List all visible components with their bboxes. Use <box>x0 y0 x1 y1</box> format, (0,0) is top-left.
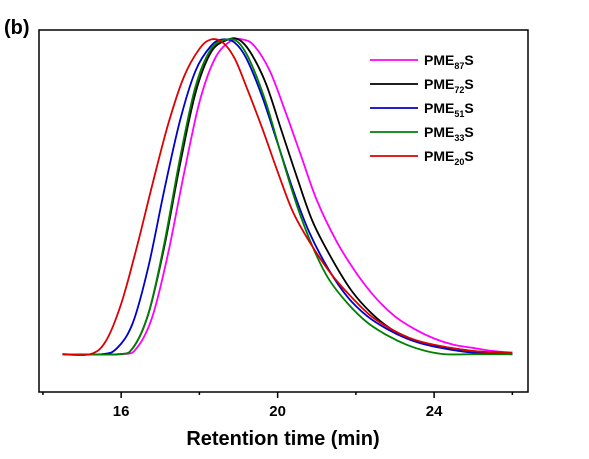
x-tick-label: 24 <box>426 403 443 420</box>
series-line-87 <box>62 37 513 356</box>
series-line-20 <box>62 38 513 357</box>
series-lines <box>62 37 513 357</box>
plot-area <box>38 29 529 393</box>
x-axis-title: Retention time (min) <box>186 428 379 450</box>
legend-label-20: PME20S <box>424 148 474 167</box>
legend-label-51: PME51S <box>424 100 474 119</box>
legend-label-33: PME33S <box>424 124 474 143</box>
legend: PME87S PME72S PME51S PME33S PME20S <box>370 52 474 167</box>
legend-label-72: PME72S <box>424 76 474 95</box>
x-tick-label: 16 <box>113 403 130 420</box>
legend-label-87: PME87S <box>424 52 474 71</box>
x-axis-ticks: 16 20 24 <box>42 392 514 420</box>
series-line-33 <box>62 38 513 356</box>
series-line-51 <box>62 38 513 356</box>
plot-frame <box>38 29 529 393</box>
panel-label: (b) <box>4 17 30 39</box>
x-tick-label: 20 <box>269 403 286 420</box>
